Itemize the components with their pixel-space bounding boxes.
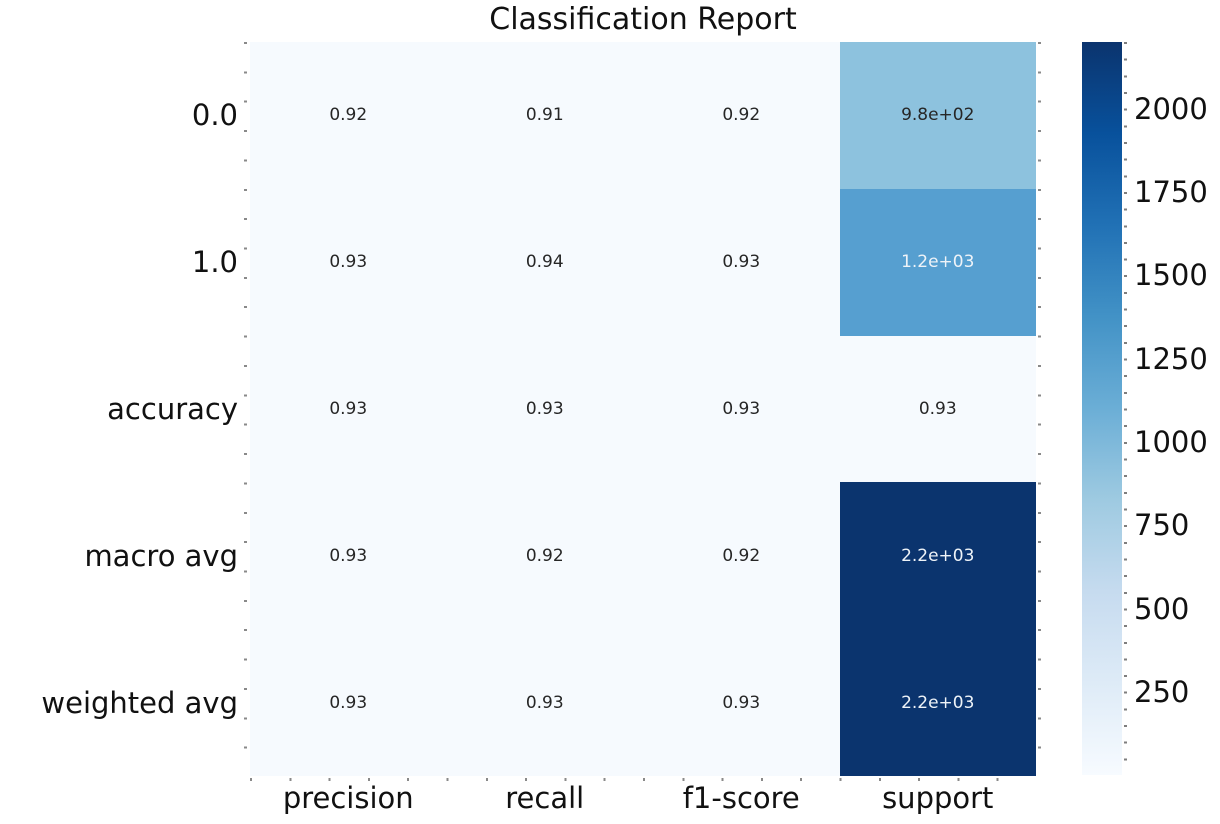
heatmap-cell: 2.2e+03 bbox=[839, 629, 1036, 776]
colorbar-minor-ticks bbox=[1124, 42, 1127, 775]
heatmap-cell: 0.93 bbox=[250, 188, 447, 336]
colorbar-tick-label: 1250 bbox=[1134, 342, 1208, 376]
y-axis-tick-labels: 0.0 1.0 accuracy macro avg weighted avg bbox=[0, 42, 238, 776]
heatmap-cell: 0.94 bbox=[446, 188, 643, 336]
heatmap-cell: 0.93 bbox=[250, 335, 447, 483]
heatmap-cell: 0.92 bbox=[643, 42, 840, 189]
col-tick-label: support bbox=[882, 781, 994, 815]
heatmap-cell: 9.8e+02 bbox=[839, 42, 1036, 189]
heatmap-cell: 0.92 bbox=[250, 42, 447, 189]
x-axis-tick-labels: precision recall f1-score support bbox=[250, 781, 1036, 815]
heatmap-cell: 0.91 bbox=[446, 42, 643, 189]
col-tick-label: recall bbox=[505, 781, 585, 815]
colorbar-tick-label: 500 bbox=[1134, 592, 1190, 626]
y-axis-minor-ticks-right bbox=[1038, 42, 1041, 776]
col-tick-label: f1-score bbox=[682, 781, 800, 815]
heatmap-cell: 0.92 bbox=[446, 482, 643, 630]
col-tick-label: precision bbox=[282, 781, 414, 815]
heatmap-cell: 0.93 bbox=[643, 335, 840, 483]
heatmap-cell: 0.92 bbox=[643, 482, 840, 630]
colorbar-tick-label: 2000 bbox=[1134, 92, 1208, 126]
heatmap-cell: 0.93 bbox=[839, 335, 1036, 483]
heatmap-cell: 0.93 bbox=[250, 629, 447, 776]
row-tick-label: macro avg bbox=[84, 538, 238, 573]
heatmap-grid: 0.92 0.91 0.92 9.8e+02 0.93 0.94 0.93 1.… bbox=[250, 42, 1036, 776]
y-axis-minor-ticks-left bbox=[244, 42, 247, 776]
colorbar-tick-label: 1000 bbox=[1134, 425, 1208, 459]
heatmap-cell: 0.93 bbox=[446, 629, 643, 776]
colorbar-tick-label: 250 bbox=[1134, 675, 1190, 709]
heatmap-cell: 1.2e+03 bbox=[839, 188, 1036, 336]
x-axis-minor-ticks bbox=[250, 778, 1036, 781]
row-tick-label: 1.0 bbox=[191, 245, 238, 280]
colorbar-tick-label: 1500 bbox=[1134, 258, 1208, 292]
heatmap-cell: 2.2e+03 bbox=[839, 482, 1036, 630]
colorbar-tick-label: 750 bbox=[1134, 508, 1190, 542]
colorbar-tick-label: 1750 bbox=[1134, 175, 1208, 209]
row-tick-label: weighted avg bbox=[41, 685, 238, 720]
heatmap-cell: 0.93 bbox=[446, 335, 643, 483]
heatmap-cell: 0.93 bbox=[250, 482, 447, 630]
heatmap-cell: 0.93 bbox=[643, 629, 840, 776]
row-tick-label: accuracy bbox=[107, 391, 238, 426]
colorbar-gradient bbox=[1082, 42, 1122, 775]
chart-title: Classification Report bbox=[489, 2, 797, 37]
row-tick-label: 0.0 bbox=[191, 98, 238, 133]
heatmap-cell: 0.93 bbox=[643, 188, 840, 336]
